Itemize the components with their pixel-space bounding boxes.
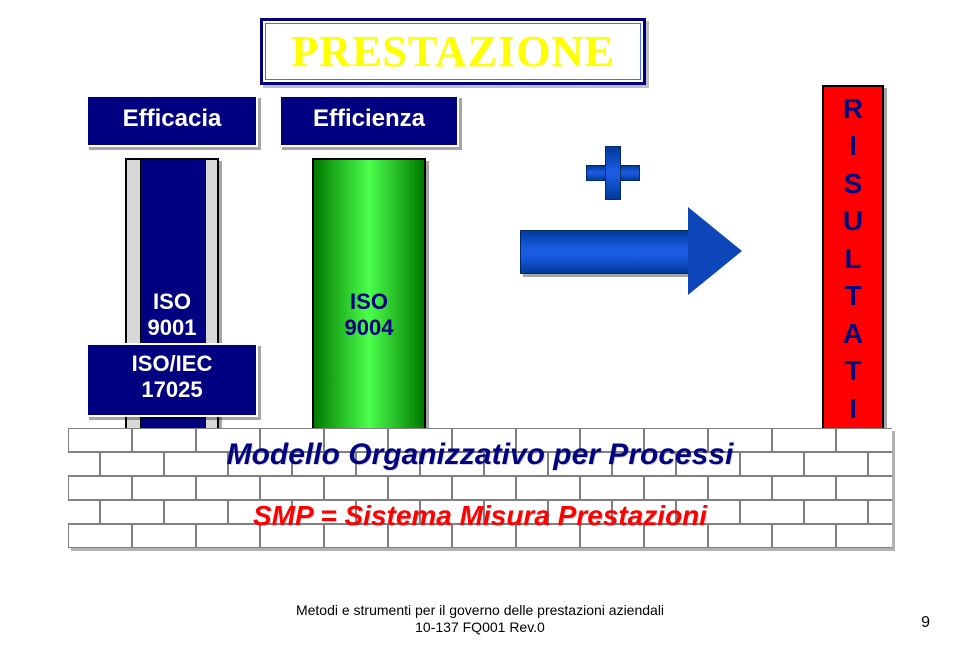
slide: PRESTAZIONE Efficacia Efficienza ISO 900… [0, 0, 960, 652]
iso9004-line1: ISO [345, 289, 394, 315]
arrow-icon [520, 206, 750, 296]
risultati-letter: R [843, 93, 863, 125]
efficienza-box: Efficienza [279, 95, 459, 147]
efficacia-label: Efficacia [88, 97, 256, 141]
risultati-letter: A [843, 318, 863, 350]
footer: Metodi e strumenti per il governo delle … [0, 602, 960, 636]
risultati-letter: U [843, 205, 863, 237]
risultati-pillar: RISULTATI [822, 85, 884, 432]
iso9004-line2: 9004 [345, 315, 394, 341]
risultati-letter: I [849, 130, 857, 162]
wall-line1: Modello Organizzativo per Processi [68, 438, 892, 472]
efficienza-label: Efficienza [281, 97, 457, 141]
risultati-letter: L [844, 243, 861, 275]
isoiec-line2: 17025 [88, 377, 256, 403]
footer-line1: Metodi e strumenti per il governo delle … [0, 602, 960, 619]
isoiec-line1: ISO/IEC [88, 351, 256, 377]
wall-line2: SMP = Sistema Misura Prestazioni [68, 500, 892, 532]
iso9001-line2: 9001 [148, 315, 197, 341]
isoiec-box: ISO/IEC 17025 [86, 343, 258, 417]
efficacia-box: Efficacia [86, 95, 258, 147]
plus-icon [586, 146, 638, 198]
risultati-letter: T [844, 280, 861, 312]
risultati-letter: S [844, 168, 863, 200]
title-box: PRESTAZIONE [260, 18, 646, 85]
iso9001-line1: ISO [148, 289, 197, 315]
title-text: PRESTAZIONE [266, 24, 640, 79]
page-number: 9 [921, 614, 930, 632]
pillar-iso9004: ISO 9004 [312, 158, 426, 432]
risultati-letter: I [849, 393, 857, 425]
risultati-letter: T [844, 355, 861, 387]
footer-line2: 10-137 FQ001 Rev.0 [0, 619, 960, 636]
